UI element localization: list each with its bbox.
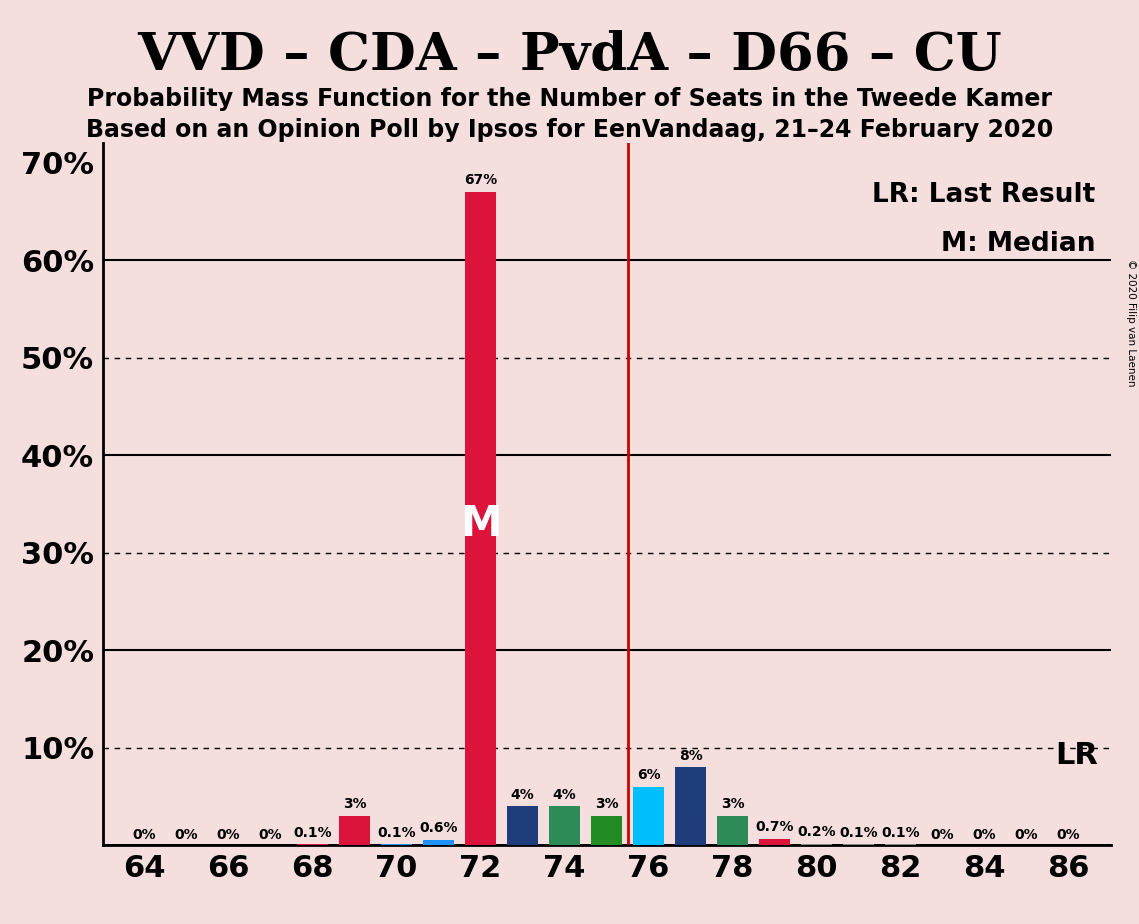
Bar	[465, 192, 497, 845]
Bar	[338, 816, 370, 845]
Text: 3%: 3%	[343, 797, 367, 811]
Text: M: Median: M: Median	[941, 231, 1096, 257]
Text: 3%: 3%	[721, 797, 744, 811]
Text: 0.1%: 0.1%	[839, 826, 878, 840]
Bar	[759, 839, 790, 845]
Text: 0%: 0%	[259, 828, 282, 842]
Text: 0.1%: 0.1%	[377, 826, 416, 840]
Text: 0.1%: 0.1%	[293, 826, 331, 840]
Text: 0%: 0%	[1015, 828, 1039, 842]
Bar	[549, 807, 580, 845]
Bar	[801, 844, 833, 845]
Bar	[633, 787, 664, 845]
Text: 0%: 0%	[931, 828, 954, 842]
Text: LR: Last Result: LR: Last Result	[872, 182, 1096, 208]
Text: 3%: 3%	[595, 797, 618, 811]
Bar	[507, 807, 539, 845]
Text: 0%: 0%	[174, 828, 198, 842]
Text: 0.6%: 0.6%	[419, 821, 458, 834]
Text: 4%: 4%	[552, 787, 576, 802]
Text: 0.7%: 0.7%	[755, 820, 794, 833]
Text: 6%: 6%	[637, 768, 661, 782]
Text: M: M	[460, 503, 501, 544]
Text: 0%: 0%	[216, 828, 240, 842]
Bar	[591, 816, 622, 845]
Text: LR: LR	[1055, 741, 1098, 771]
Text: 0.2%: 0.2%	[797, 824, 836, 839]
Text: 0%: 0%	[973, 828, 997, 842]
Bar	[674, 768, 706, 845]
Text: 8%: 8%	[679, 748, 703, 762]
Bar	[423, 840, 454, 845]
Bar	[716, 816, 748, 845]
Text: Based on an Opinion Poll by Ipsos for EenVandaag, 21–24 February 2020: Based on an Opinion Poll by Ipsos for Ee…	[85, 118, 1054, 142]
Text: 0%: 0%	[133, 828, 156, 842]
Text: 4%: 4%	[510, 787, 534, 802]
Text: 67%: 67%	[464, 173, 497, 188]
Text: © 2020 Filip van Laenen: © 2020 Filip van Laenen	[1125, 259, 1136, 386]
Text: 0%: 0%	[1057, 828, 1080, 842]
Text: 0.1%: 0.1%	[882, 826, 920, 840]
Text: VVD – CDA – PvdA – D66 – CU: VVD – CDA – PvdA – D66 – CU	[137, 30, 1002, 80]
Text: Probability Mass Function for the Number of Seats in the Tweede Kamer: Probability Mass Function for the Number…	[87, 87, 1052, 111]
